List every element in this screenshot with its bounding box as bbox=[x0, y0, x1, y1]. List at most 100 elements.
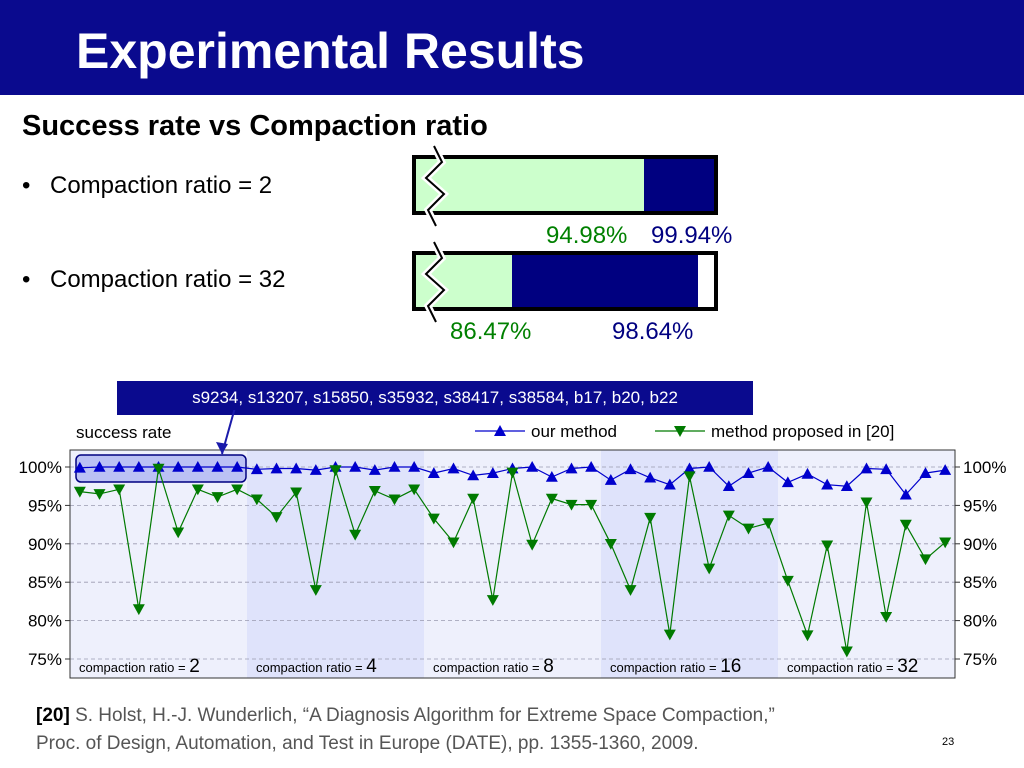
y-tick-label-right: 85% bbox=[963, 573, 997, 592]
data-point-our-method bbox=[270, 462, 283, 474]
bullet-ratio-32: • Compaction ratio = 32 bbox=[22, 266, 285, 294]
data-point-our-method bbox=[231, 461, 244, 472]
group-band bbox=[601, 450, 778, 678]
group-label: compaction ratio = 2 bbox=[79, 656, 200, 677]
bullet-label: Compaction ratio = 2 bbox=[50, 172, 273, 199]
ours-segment bbox=[644, 159, 714, 211]
data-point-our-method bbox=[526, 461, 539, 472]
data-point-our-method bbox=[899, 488, 912, 500]
data-point-method-20 bbox=[526, 539, 539, 551]
data-point-method-20 bbox=[722, 510, 735, 522]
data-point-our-method bbox=[722, 480, 735, 491]
data-point-our-method bbox=[663, 478, 676, 490]
slide-subtitle: Success rate vs Compaction ratio bbox=[22, 110, 488, 142]
data-point-method-20 bbox=[467, 493, 480, 505]
data-point-our-method bbox=[427, 467, 440, 478]
group-label: compaction ratio = 4 bbox=[256, 656, 377, 677]
data-point-method-20 bbox=[506, 467, 519, 479]
group-band bbox=[70, 450, 247, 678]
data-point-our-method bbox=[880, 463, 893, 475]
data-point-method-20 bbox=[545, 493, 558, 505]
data-point-our-method bbox=[801, 467, 814, 479]
data-point-method-20 bbox=[172, 527, 185, 539]
y-tick-label: 85% bbox=[28, 573, 62, 592]
slide-title: Experimental Results bbox=[76, 23, 585, 79]
data-point-our-method bbox=[585, 461, 598, 472]
data-point-our-method bbox=[408, 461, 421, 472]
y-tick-label: 95% bbox=[28, 496, 62, 515]
data-point-method-20 bbox=[604, 539, 617, 550]
reference-tag: [20] bbox=[36, 705, 70, 726]
axis-break-icon bbox=[420, 240, 450, 324]
group-label: compaction ratio = 16 bbox=[610, 656, 741, 677]
data-point-our-method bbox=[93, 461, 106, 472]
data-point-method-20 bbox=[93, 489, 106, 500]
data-point-our-method bbox=[545, 470, 558, 482]
bullet-dot: • bbox=[22, 172, 31, 199]
y-axis-label: success rate bbox=[76, 423, 171, 442]
data-point-our-method bbox=[250, 463, 263, 475]
data-point-our-method bbox=[939, 464, 952, 475]
bullet-label: Compaction ratio = 32 bbox=[50, 266, 286, 293]
data-point-our-method bbox=[349, 461, 362, 472]
group-label: compaction ratio = 8 bbox=[433, 656, 554, 677]
data-point-method-20 bbox=[408, 484, 421, 496]
data-point-method-20 bbox=[565, 499, 578, 511]
data-point-our-method bbox=[840, 480, 853, 491]
data-point-our-method bbox=[172, 461, 185, 472]
data-point-method-20 bbox=[309, 585, 322, 596]
ours-pct-label: 98.64% bbox=[612, 318, 694, 345]
data-point-method-20 bbox=[349, 529, 362, 541]
page-number: 23 bbox=[942, 736, 955, 748]
circuit-list-callout: s9234, s13207, s15850, s35932, s38417, s… bbox=[117, 381, 753, 415]
data-point-our-method bbox=[368, 464, 381, 475]
data-point-method-20 bbox=[860, 497, 873, 509]
y-tick-label: 75% bbox=[28, 650, 62, 669]
data-point-method-20 bbox=[113, 484, 126, 496]
data-point-method-20 bbox=[683, 471, 696, 483]
y-tick-label-right: 75% bbox=[963, 650, 997, 669]
ours-segment bbox=[512, 255, 698, 307]
y-tick-label: 100% bbox=[19, 458, 62, 477]
data-point-our-method bbox=[742, 467, 755, 478]
group-label: compaction ratio = 32 bbox=[787, 656, 918, 677]
legend-label-method-20: method proposed in [20] bbox=[711, 422, 894, 441]
data-point-method-20 bbox=[191, 484, 204, 496]
plot-frame bbox=[69, 449, 956, 679]
reference-line-1: S. Holst, H.-J. Wunderlich, “A Diagnosis… bbox=[75, 705, 775, 726]
group-band bbox=[424, 450, 601, 678]
data-point-method-20 bbox=[152, 463, 165, 475]
data-point-our-method bbox=[290, 462, 303, 474]
data-point-method-20 bbox=[447, 537, 460, 549]
success-rate-chart: 75% 75% 80% 80% 85% 85% 90% 90% 95% 95% 100% 100% c… bbox=[19, 410, 1006, 679]
bullet-ratio-2: • Compaction ratio = 2 bbox=[22, 172, 272, 200]
data-point-method-20 bbox=[585, 499, 598, 511]
data-point-method-20 bbox=[880, 611, 893, 623]
title-bar bbox=[0, 0, 1024, 95]
data-point-method-20 bbox=[486, 595, 499, 606]
data-point-our-method bbox=[467, 469, 480, 481]
data-point-our-method bbox=[604, 474, 617, 485]
data-point-our-method bbox=[132, 461, 145, 472]
y-tick-label: 80% bbox=[28, 612, 62, 631]
rate-bar-ratio-2 bbox=[412, 155, 718, 215]
y-tick-label-right: 95% bbox=[963, 496, 997, 515]
data-point-method-20 bbox=[919, 554, 932, 566]
data-point-our-method bbox=[762, 461, 775, 472]
data-point-our-method bbox=[113, 461, 126, 472]
data-point-method-20 bbox=[290, 487, 303, 499]
data-point-our-method bbox=[703, 461, 716, 472]
data-point-our-method bbox=[447, 462, 460, 474]
data-point-our-method bbox=[781, 476, 794, 488]
data-point-method-20 bbox=[427, 513, 440, 525]
data-point-method-20 bbox=[801, 630, 814, 642]
axis-break-icon bbox=[420, 144, 450, 228]
data-point-our-method bbox=[191, 461, 204, 472]
data-point-method-20 bbox=[821, 540, 834, 552]
group-band bbox=[247, 450, 424, 678]
data-point-method-20 bbox=[742, 523, 755, 535]
data-point-our-method bbox=[486, 467, 499, 478]
data-point-method-20 bbox=[329, 465, 342, 477]
data-point-method-20 bbox=[624, 585, 637, 596]
data-point-our-method bbox=[565, 462, 578, 474]
